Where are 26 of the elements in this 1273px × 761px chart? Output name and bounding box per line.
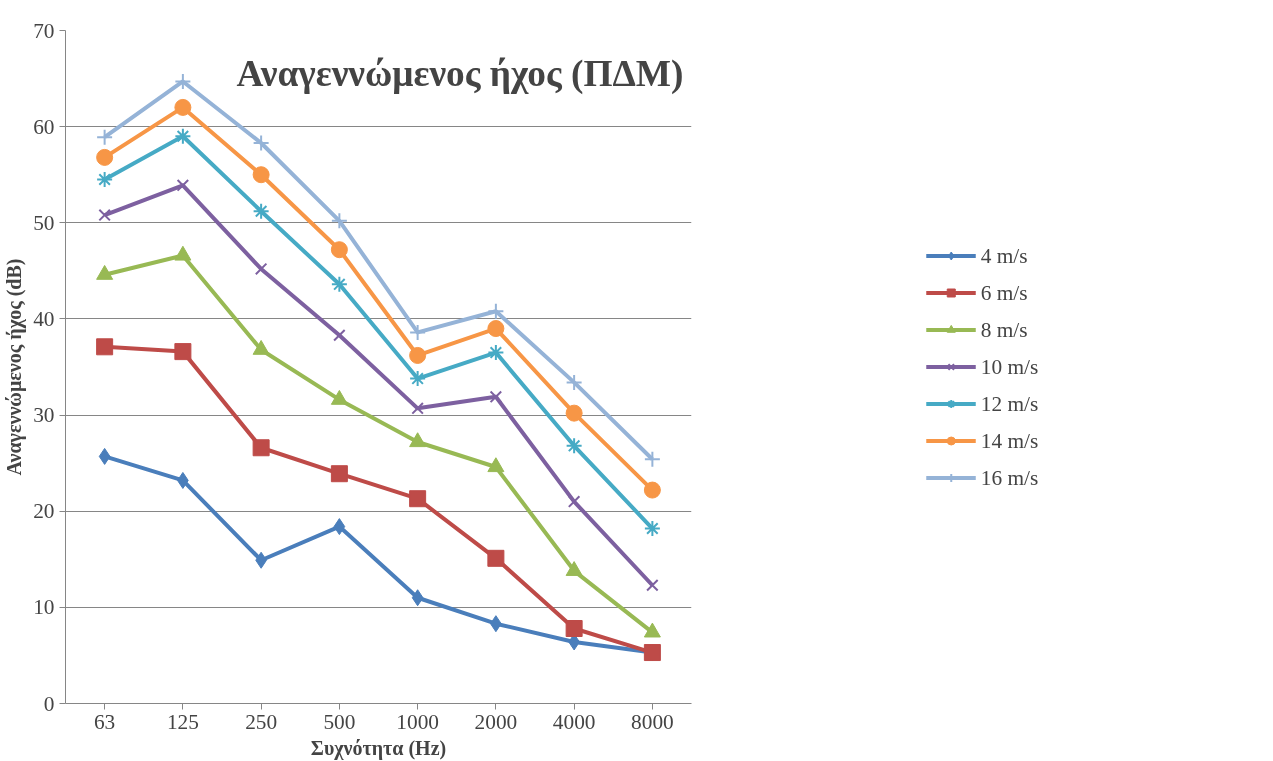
text: Αναγεννώμενος ήχος (ΠΔΜ) bbox=[236, 52, 684, 95]
x-tick-label: 250 bbox=[245, 709, 278, 734]
x-tick-label: 63 bbox=[93, 709, 116, 734]
legend-label: 8 m/s bbox=[980, 317, 1028, 342]
legend-label: 10 m/s bbox=[980, 354, 1039, 379]
y-tick-label: 50 bbox=[33, 210, 55, 235]
legend-label: 14 m/s bbox=[980, 428, 1039, 453]
x-tick-label: 4000 bbox=[552, 709, 596, 734]
y-tick-label: 30 bbox=[33, 403, 55, 428]
legend-label: 4 m/s bbox=[980, 243, 1028, 268]
y-axis-title: Αναγεννώμενος ήχος (dB) bbox=[3, 258, 27, 476]
y-tick-label: 10 bbox=[33, 595, 55, 620]
y-tick-label: 60 bbox=[33, 114, 55, 139]
x-tick-label: 125 bbox=[166, 709, 199, 734]
x-tick-label: 500 bbox=[323, 709, 356, 734]
y-tick-label: 70 bbox=[33, 18, 55, 43]
x-tick-label: 2000 bbox=[474, 709, 518, 734]
y-tick-label: 0 bbox=[43, 691, 55, 716]
legend-label: 6 m/s bbox=[980, 280, 1028, 305]
x-tick-label: 8000 bbox=[631, 709, 674, 734]
legend-label: 12 m/s bbox=[980, 391, 1039, 416]
legend-label: 16 m/s bbox=[980, 465, 1039, 490]
x-axis-title: Συχνότητα (Hz) bbox=[310, 736, 447, 760]
y-tick-label: 20 bbox=[33, 499, 55, 524]
y-tick-label: 40 bbox=[33, 306, 55, 331]
x-tick-label: 1000 bbox=[396, 709, 439, 734]
